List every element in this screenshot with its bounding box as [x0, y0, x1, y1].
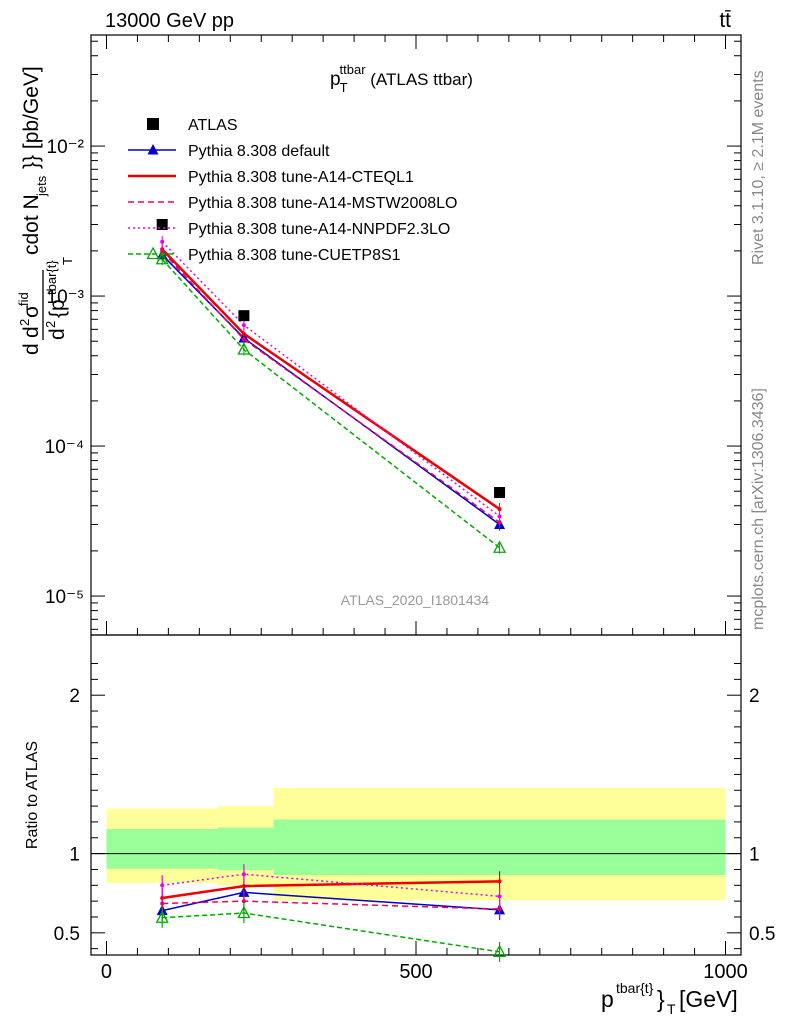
data-point [156, 218, 168, 230]
process-label: tt̄ [719, 9, 731, 32]
ratio-point [160, 901, 165, 906]
svg-text:d: d [20, 326, 43, 338]
data-point [237, 342, 251, 355]
legend-label: Pythia 8.308 tune-A14-NNPDF2.3LO [188, 221, 450, 238]
svg-text:2: 2 [17, 319, 32, 326]
legend-marker [147, 144, 159, 155]
legend-label: Pythia 8.308 default [188, 143, 330, 160]
ratio-point [241, 872, 246, 877]
legend-marker [146, 246, 160, 260]
data-point [497, 520, 502, 525]
y-tick-label: 10⁻² [47, 137, 85, 158]
ratio-point [497, 879, 502, 884]
svg-text:σ: σ [20, 305, 43, 318]
svg-text:jets: jets [34, 175, 49, 197]
ratio-point [497, 907, 502, 912]
data-point [241, 337, 246, 342]
series-line [161, 248, 501, 511]
svg-text:{p: {p [46, 299, 69, 318]
ratio-stat-band [217, 827, 274, 871]
svg-text:fid: fid [16, 292, 31, 306]
ratio-point [237, 905, 251, 919]
svg-text:tbar{t}: tbar{t} [44, 260, 59, 295]
ratio-point [241, 884, 246, 889]
ratio-y-tick-label: 2 [69, 686, 80, 707]
ratio-y-axis-label: Ratio to ATLAS [24, 741, 41, 849]
ratio-point [497, 894, 502, 899]
data-point [238, 310, 250, 322]
analysis-watermark: ATLAS_2020_I1801434 [341, 592, 490, 608]
legend-marker [147, 118, 159, 130]
rivet-watermark: Rivet 3.1.10, ≥ 2.1M events [750, 70, 767, 265]
y-tick-label: 10⁻⁵ [45, 587, 84, 608]
svg-text:2: 2 [43, 321, 58, 328]
beam-label: 13000 GeV pp [105, 10, 234, 32]
ratio-y-tick-label: 0.5 [749, 924, 775, 945]
svg-text:tbar{t}: tbar{t} [616, 980, 654, 996]
data-point [494, 487, 506, 499]
x-tick-label: 500 [399, 961, 432, 983]
data-point [497, 507, 502, 512]
data-point [155, 251, 169, 265]
series-line [161, 251, 501, 523]
data-point [160, 239, 165, 244]
data-point [497, 514, 502, 519]
ratio-y-tick-label: 1 [69, 845, 80, 866]
ratio-series-line [162, 912, 500, 953]
ratio-stat-band [273, 819, 726, 875]
main-panel: 10⁻⁵ 10⁻⁴ 10⁻³ 10⁻² [45, 34, 742, 636]
svg-text:[GeV]: [GeV] [679, 986, 738, 1012]
svg-text:}: } [657, 986, 665, 1012]
svg-text:T: T [60, 257, 75, 265]
ratio-point [160, 883, 165, 888]
ratio-y-tick-label: 0.5 [54, 924, 80, 945]
svg-text:p: p [601, 986, 614, 1012]
ratio-stat-band [106, 829, 218, 869]
legend-label: Pythia 8.308 tune-A14-CTEQL1 [188, 169, 414, 186]
main-y-axis-label: d d 2 σ fid d 2 {p tbar{t} cdot N jets }… [16, 66, 75, 355]
y-tick-label: 10⁻³ [47, 287, 85, 308]
data-point [492, 540, 507, 553]
legend-label: ATLAS [188, 117, 238, 134]
ratio-y-tick-label: 1 [749, 845, 760, 866]
data-point [241, 323, 246, 328]
data-point [160, 249, 165, 254]
ratio-series-line [162, 900, 500, 910]
plot-title: pTttbar (ATLAS ttbar) [330, 62, 473, 95]
svg-text:d: d [46, 328, 69, 340]
ratio-point [155, 910, 169, 923]
svg-text:T: T [667, 1001, 676, 1017]
legend-label: Pythia 8.308 tune-CUETP8S1 [188, 247, 401, 264]
x-tick-label: 0 [101, 961, 112, 983]
mcplots-watermark: mcplots.cern.ch [arXiv:1306.3436] [750, 388, 767, 630]
x-axis-title: p tbar{t} } T [GeV] [601, 980, 738, 1017]
svg-text:}} [pb/GeV]: }} [pb/GeV] [20, 66, 43, 169]
svg-text:cdot N: cdot N [20, 194, 43, 255]
legend-label: Pythia 8.308 tune-A14-MSTW2008LO [188, 195, 457, 212]
ratio-y-tick-label: 2 [749, 686, 760, 707]
ratio-point [241, 899, 246, 904]
ratio-point [492, 944, 507, 957]
x-tick-label: 1000 [703, 961, 748, 983]
legend: ATLAS Pythia 8.308 default Pythia 8.308 tu… [128, 117, 457, 264]
y-tick-label: 10⁻⁴ [45, 437, 84, 458]
svg-text:d: d [20, 343, 43, 355]
